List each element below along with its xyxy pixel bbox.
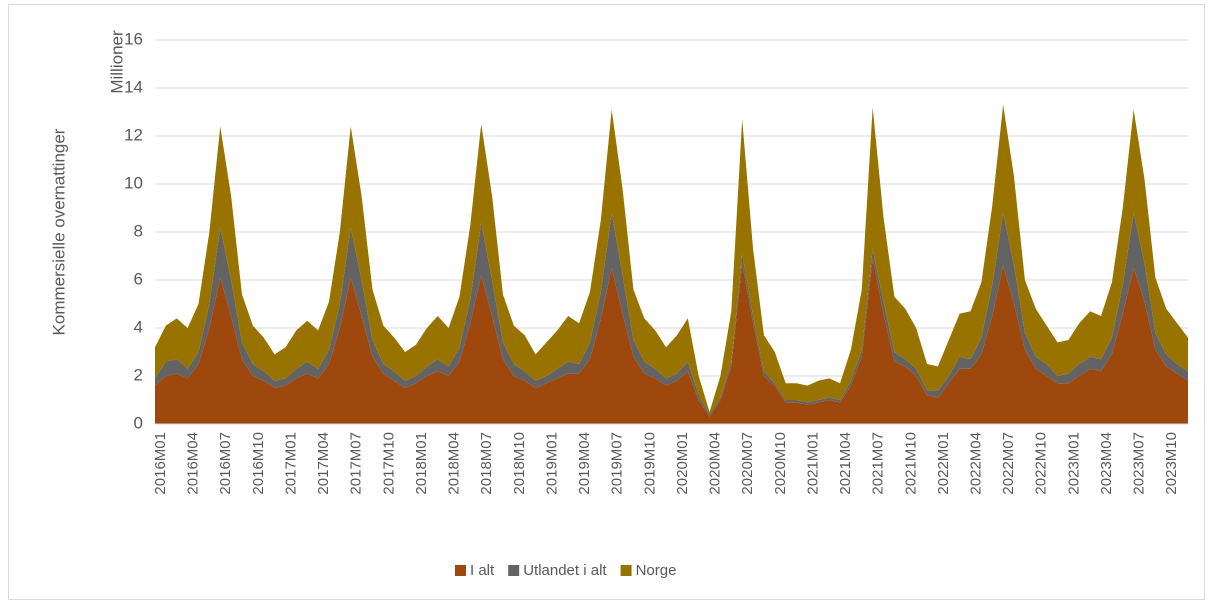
y-tick-label: 12 xyxy=(124,125,143,144)
x-tick-label: 2022M07 xyxy=(1000,432,1017,495)
x-tick-label: 2017M01 xyxy=(282,432,299,495)
x-tick-label: 2022M04 xyxy=(967,432,984,495)
x-tick-label: 2021M07 xyxy=(870,432,887,495)
x-tick-label: 2016M01 xyxy=(152,432,169,495)
y-unit-label: Millioner xyxy=(107,30,126,94)
x-tick-label: 2020M10 xyxy=(772,432,789,495)
x-tick-label: 2016M07 xyxy=(217,432,234,495)
x-tick-label: 2022M10 xyxy=(1033,432,1050,495)
y-tick-label: 14 xyxy=(124,77,143,96)
x-tick-label: 2020M07 xyxy=(739,432,756,495)
x-tick-label: 2023M01 xyxy=(1065,432,1082,495)
x-tick-label: 2017M10 xyxy=(380,432,397,495)
y-tick-label: 2 xyxy=(134,365,143,384)
x-tick-label: 2023M07 xyxy=(1131,432,1148,495)
x-tick-label: 2016M10 xyxy=(250,432,267,495)
y-tick-label: 0 xyxy=(134,413,143,432)
x-tick-label: 2019M07 xyxy=(609,432,626,495)
area xyxy=(155,258,1188,424)
x-tick-label: 2021M10 xyxy=(902,432,919,495)
x-tick-label: 2018M01 xyxy=(413,432,430,495)
legend-label: Utlandet i alt xyxy=(523,562,607,579)
x-tick-label: 2019M01 xyxy=(543,432,560,495)
x-tick-label: 2020M04 xyxy=(707,432,724,495)
x-tick-label: 2019M04 xyxy=(576,432,593,495)
legend-label: I alt xyxy=(470,562,495,579)
x-tick-label: 2017M07 xyxy=(348,432,365,495)
x-tick-label: 2022M01 xyxy=(935,432,952,495)
legend-swatch xyxy=(455,565,466,576)
x-tick-label: 2021M01 xyxy=(804,432,821,495)
y-tick-label: 10 xyxy=(124,173,143,192)
x-tick-label: 2016M04 xyxy=(185,432,202,495)
x-tick-label: 2018M10 xyxy=(511,432,528,495)
x-tick-label: 2017M04 xyxy=(315,432,332,495)
x-tick-label: 2023M10 xyxy=(1163,432,1180,495)
x-tick-label: 2018M04 xyxy=(446,432,463,495)
legend-swatch xyxy=(620,565,632,576)
x-tick-label: 2021M04 xyxy=(837,432,854,495)
legend-swatch xyxy=(508,565,520,576)
x-tick-label: 2020M01 xyxy=(674,432,691,495)
y-axis-label: Kommersielle overnattinger xyxy=(49,128,68,335)
x-tick-label: 2019M10 xyxy=(641,432,658,495)
y-tick-label: 16 xyxy=(124,29,143,48)
x-tick-label: 2023M04 xyxy=(1098,432,1115,495)
y-tick-label: 4 xyxy=(134,317,143,336)
legend-label: Norge xyxy=(636,562,677,579)
x-tick-label: 2018M07 xyxy=(478,432,495,495)
y-tick-label: 6 xyxy=(134,269,143,288)
y-tick-label: 8 xyxy=(134,221,143,240)
area xyxy=(155,104,1188,415)
